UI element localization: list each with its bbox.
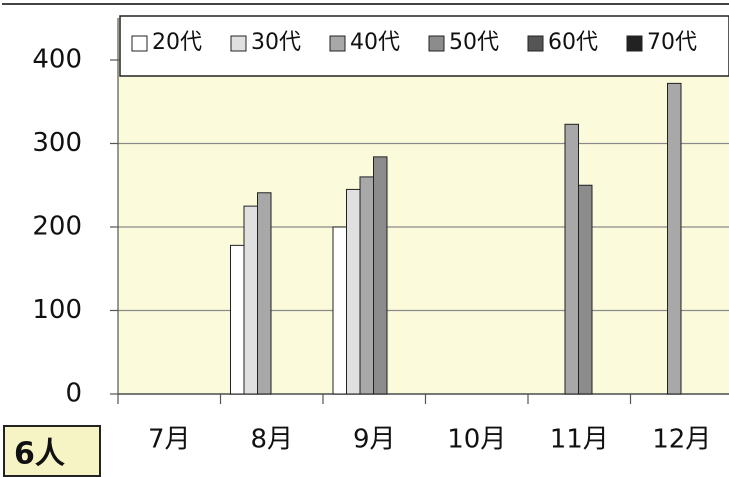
bar xyxy=(230,244,245,395)
legend-label: 50代 xyxy=(449,30,499,55)
legend-swatch xyxy=(131,35,148,52)
bar xyxy=(564,123,579,395)
legend-swatch xyxy=(329,35,346,52)
corner-label: 6人 xyxy=(14,437,65,472)
x-tick-label: 8月 xyxy=(250,425,293,455)
y-tick-label: 400 xyxy=(32,45,82,75)
x-tick-label: 11月 xyxy=(550,425,609,455)
legend-label: 40代 xyxy=(350,30,400,55)
label-box xyxy=(3,425,101,477)
y-tick-label: 0 xyxy=(65,379,82,409)
plot: 0 100 200 300 400 7月 8月 9月 10月 11月 12月 xyxy=(32,18,729,455)
bar xyxy=(373,156,388,395)
x-tick-label: 9月 xyxy=(353,425,396,455)
bar xyxy=(578,184,593,395)
y-tick-label: 200 xyxy=(32,212,82,242)
bar xyxy=(346,188,361,395)
bar xyxy=(359,176,374,395)
legend-swatch xyxy=(527,35,544,52)
x-tick-label: 12月 xyxy=(652,425,711,455)
legend-swatch xyxy=(626,35,643,52)
legend-swatch xyxy=(428,35,445,52)
bar xyxy=(257,192,272,395)
x-tick-label: 7月 xyxy=(148,425,191,455)
legend: 20代 30代 40代 50代 60代 70代 xyxy=(131,30,697,55)
legend-swatch xyxy=(230,35,247,52)
x-tick-label: 10月 xyxy=(447,425,506,455)
legend-label: 60代 xyxy=(548,30,598,55)
legend-label: 70代 xyxy=(647,30,697,55)
y-tick-label: 300 xyxy=(32,128,82,158)
plot-area xyxy=(118,18,729,394)
legend-label: 20代 xyxy=(152,30,202,55)
legend-label: 30代 xyxy=(251,30,301,55)
bar xyxy=(332,226,347,395)
bar xyxy=(667,82,682,395)
y-tick-label: 100 xyxy=(32,295,82,325)
bar xyxy=(243,205,258,395)
